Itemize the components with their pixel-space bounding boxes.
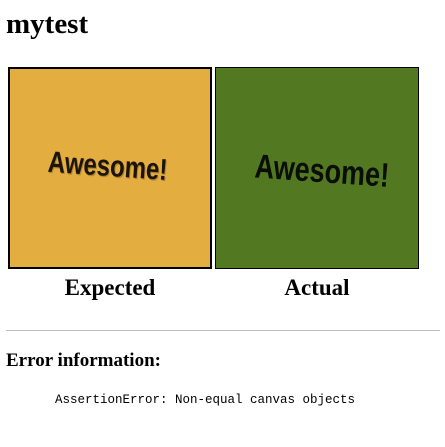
- expected-canvas-frame: [9, 68, 211, 268]
- section-divider: [6, 330, 440, 331]
- actual-canvas-text: Awesome!: [253, 147, 391, 195]
- expected-canvas-text: Awesome!: [46, 145, 169, 188]
- expected-canvas: Awesome!: [8, 67, 212, 269]
- error-heading: Error information:: [6, 350, 161, 371]
- error-message: AssertionError: Non-equal canvas objects: [55, 393, 356, 407]
- expected-caption: Expected: [64, 275, 156, 300]
- actual-canvas: Awesome!: [215, 67, 419, 269]
- page-title: mytest: [6, 8, 89, 40]
- actual-caption: Actual: [284, 275, 350, 300]
